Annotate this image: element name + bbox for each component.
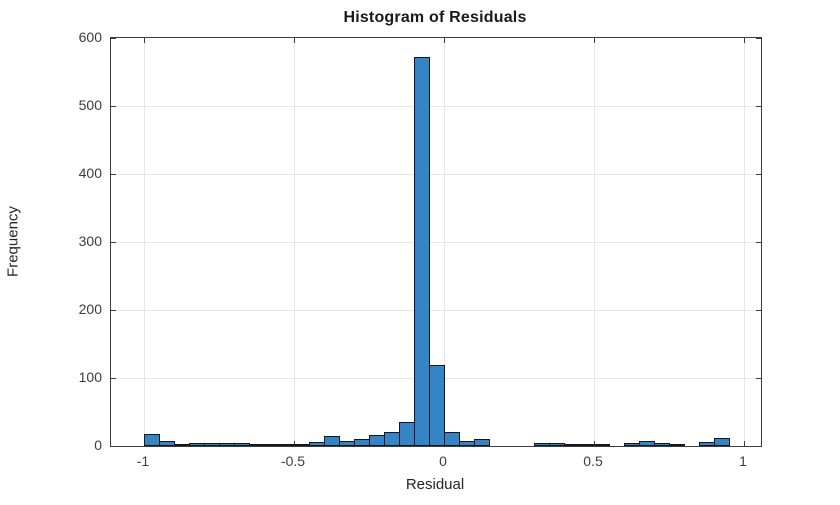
histogram-bar bbox=[174, 444, 190, 446]
x-tick-mark bbox=[744, 441, 745, 446]
histogram-bar bbox=[249, 444, 265, 446]
histogram-bar bbox=[654, 443, 670, 446]
y-tick-mark bbox=[756, 174, 761, 175]
histogram-bar bbox=[579, 444, 595, 446]
x-tick-mark bbox=[594, 38, 595, 43]
x-tick-mark bbox=[594, 441, 595, 446]
histogram-bar bbox=[189, 443, 205, 446]
y-tick-mark bbox=[756, 310, 761, 311]
histogram-bar bbox=[699, 442, 715, 446]
histogram-bar bbox=[624, 443, 640, 446]
y-tick-mark bbox=[111, 446, 116, 447]
histogram-bar bbox=[264, 444, 280, 446]
histogram-bar bbox=[594, 444, 610, 446]
y-tick-mark bbox=[756, 378, 761, 379]
y-tick-label: 400 bbox=[78, 165, 102, 181]
x-tick-label: 1 bbox=[739, 453, 747, 469]
y-tick-mark bbox=[111, 310, 116, 311]
y-gridline bbox=[111, 310, 761, 311]
histogram-bar bbox=[369, 435, 385, 446]
x-axis-label: Residual bbox=[405, 476, 465, 493]
histogram-bar bbox=[339, 441, 355, 446]
y-tick-mark bbox=[756, 446, 761, 447]
histogram-bar bbox=[384, 432, 400, 446]
y-tick-label: 0 bbox=[94, 437, 102, 453]
y-tick-label: 500 bbox=[78, 97, 102, 113]
histogram-bar bbox=[459, 441, 475, 446]
histogram-bar bbox=[159, 441, 175, 446]
histogram-bar bbox=[279, 444, 295, 446]
y-tick-mark bbox=[111, 106, 116, 107]
x-tick-label: 0.5 bbox=[583, 453, 603, 469]
histogram-bar bbox=[444, 432, 460, 446]
histogram-bar bbox=[639, 441, 655, 446]
x-tick-mark bbox=[294, 38, 295, 43]
y-tick-mark bbox=[111, 378, 116, 379]
y-tick-mark bbox=[111, 242, 116, 243]
x-tick-label: 0 bbox=[439, 453, 447, 469]
y-tick-mark bbox=[756, 38, 761, 39]
y-gridline bbox=[111, 174, 761, 175]
histogram-bar bbox=[399, 422, 415, 446]
histogram-bar bbox=[219, 443, 235, 446]
y-tick-mark bbox=[111, 38, 116, 39]
x-tick-mark bbox=[744, 38, 745, 43]
histogram-bar bbox=[414, 57, 430, 446]
histogram-bar bbox=[564, 444, 580, 446]
y-tick-label: 200 bbox=[78, 301, 102, 317]
histogram-bar bbox=[429, 365, 445, 446]
histogram-bar bbox=[144, 434, 160, 446]
y-tick-label: 100 bbox=[78, 369, 102, 385]
y-tick-label: 600 bbox=[78, 29, 102, 45]
y-tick-mark bbox=[111, 174, 116, 175]
x-tick-mark bbox=[294, 441, 295, 446]
histogram-bar bbox=[714, 438, 730, 446]
x-tick-mark bbox=[444, 38, 445, 43]
histogram-bar bbox=[234, 443, 250, 446]
y-gridline bbox=[111, 242, 761, 243]
y-tick-label: 300 bbox=[78, 233, 102, 249]
chart-title: Histogram of Residuals bbox=[343, 9, 527, 26]
y-gridline bbox=[111, 106, 761, 107]
histogram-bar bbox=[534, 443, 550, 446]
histogram-bar bbox=[669, 444, 685, 446]
histogram-bar bbox=[549, 443, 565, 446]
histogram-bar bbox=[309, 442, 325, 446]
histogram-bar bbox=[354, 439, 370, 446]
histogram-bar bbox=[474, 439, 490, 446]
y-tick-mark bbox=[756, 106, 761, 107]
histogram-bar bbox=[204, 443, 220, 446]
histogram-bar bbox=[324, 436, 340, 446]
histogram-bar bbox=[294, 444, 310, 446]
x-tick-label: -0.5 bbox=[280, 453, 306, 469]
y-tick-mark bbox=[756, 242, 761, 243]
plot-area bbox=[110, 37, 762, 447]
x-tick-mark bbox=[144, 38, 145, 43]
x-tick-label: -1 bbox=[136, 453, 150, 469]
